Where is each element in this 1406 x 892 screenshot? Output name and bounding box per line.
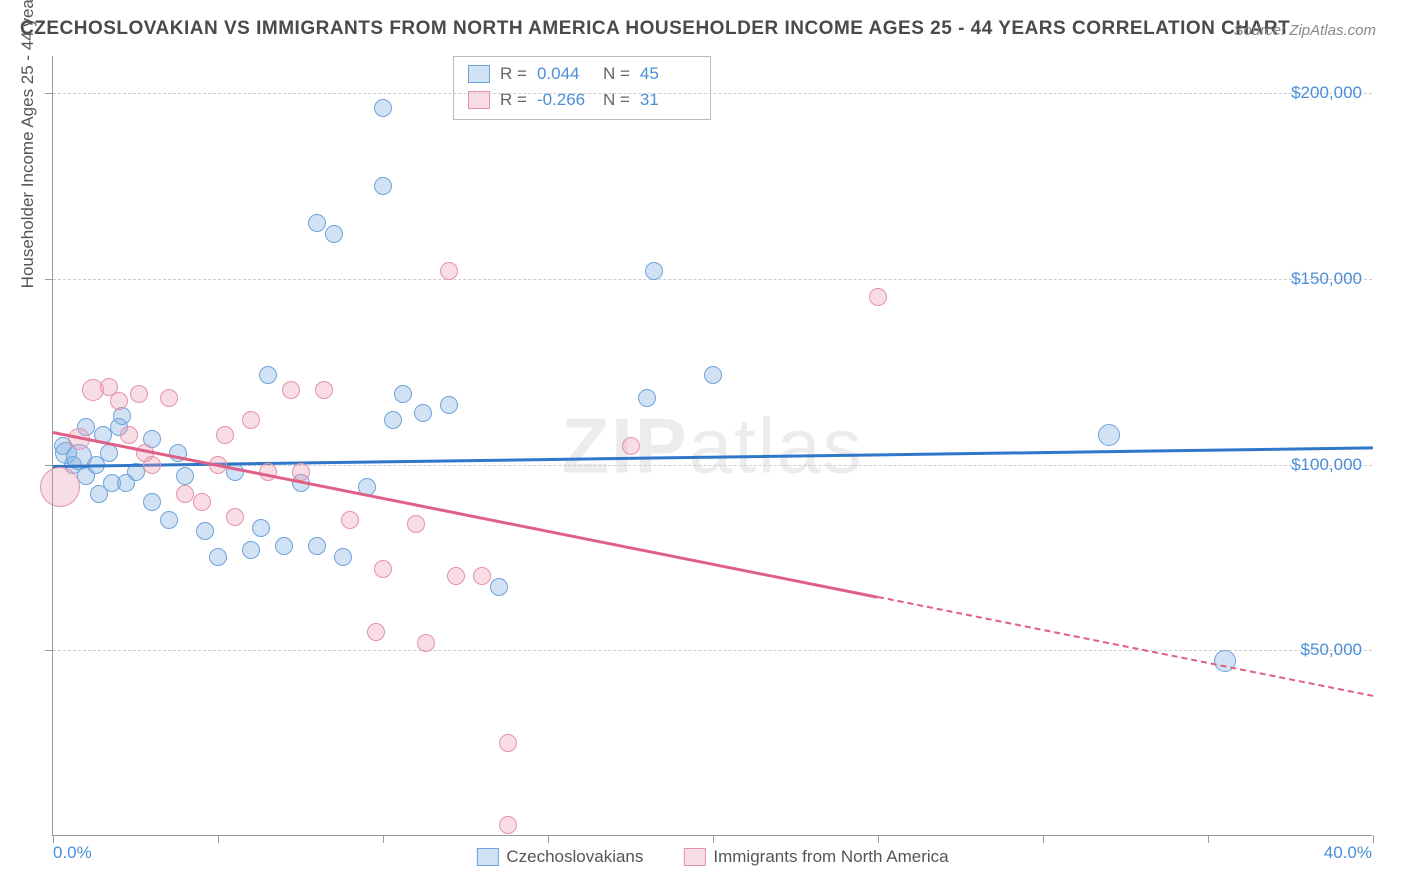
stats-n-value: 45 [640,61,696,87]
stats-n-label: N = [603,61,630,87]
plot-area: ZIPatlas R = 0.044 N = 45R = -0.266 N = 31 0.0… [52,56,1372,836]
data-point [282,381,300,399]
data-point [1098,424,1120,446]
data-point [325,225,343,243]
gridline-h [53,93,1372,94]
data-point [869,288,887,306]
watermark: ZIPatlas [561,400,863,491]
series-legend-item: Czechoslovakians [476,847,643,867]
data-point [374,560,392,578]
trend-line-extrapolated [878,596,1373,697]
data-point [242,541,260,559]
stats-row: R = -0.266 N = 31 [468,87,696,113]
data-point [645,262,663,280]
stats-row: R = 0.044 N = 45 [468,61,696,87]
stats-n-value: 31 [640,87,696,113]
series-legend: Czechoslovakians Immigrants from North Am… [476,847,948,867]
tick-x [1043,835,1044,843]
data-point [394,385,412,403]
stats-r-value: -0.266 [537,87,593,113]
legend-swatch [683,848,705,866]
legend-swatch [476,848,498,866]
data-point [638,389,656,407]
data-point [130,385,148,403]
watermark-light: atlas [689,401,864,489]
tick-x [878,835,879,843]
data-point [120,426,138,444]
y-axis-title: Householder Income Ages 25 - 44 years [18,0,38,288]
data-point [384,411,402,429]
tick-x [1208,835,1209,843]
source-attribution: Source: ZipAtlas.com [1233,22,1376,39]
data-point [196,522,214,540]
data-point [100,444,118,462]
data-point [440,262,458,280]
data-point [40,467,80,507]
y-tick-label: $200,000 [1291,83,1362,103]
tick-x [1373,835,1374,843]
data-point [143,456,161,474]
data-point [308,214,326,232]
y-tick-label: $100,000 [1291,455,1362,475]
x-axis-max-label: 40.0% [1324,843,1372,863]
data-point [176,485,194,503]
legend-swatch [468,65,490,83]
data-point [374,99,392,117]
data-point [259,366,277,384]
data-point [209,548,227,566]
data-point [499,734,517,752]
y-tick-label: $50,000 [1301,640,1362,660]
data-point [226,508,244,526]
data-point [447,567,465,585]
stats-r-label: R = [500,87,527,113]
data-point [143,493,161,511]
data-point [334,548,352,566]
gridline-h [53,650,1372,651]
stats-legend: R = 0.044 N = 45 R = -0.266 N = 31 [453,56,711,120]
data-point [176,467,194,485]
data-point [417,634,435,652]
data-point [367,623,385,641]
data-point [160,389,178,407]
data-point [490,578,508,596]
tick-x [713,835,714,843]
tick-y [45,279,53,280]
stats-r-value: 0.044 [537,61,593,87]
gridline-h [53,279,1372,280]
data-point [160,511,178,529]
tick-y [45,93,53,94]
stats-r-label: R = [500,61,527,87]
tick-x [53,835,54,843]
data-point [622,437,640,455]
data-point [499,816,517,834]
data-point [252,519,270,537]
data-point [193,493,211,511]
data-point [275,537,293,555]
series-name: Immigrants from North America [713,847,948,867]
x-axis-min-label: 0.0% [53,843,92,863]
data-point [1214,650,1236,672]
data-point [704,366,722,384]
data-point [407,515,425,533]
tick-x [548,835,549,843]
series-legend-item: Immigrants from North America [683,847,948,867]
tick-y [45,465,53,466]
data-point [216,426,234,444]
y-tick-label: $150,000 [1291,269,1362,289]
tick-x [218,835,219,843]
series-name: Czechoslovakians [506,847,643,867]
data-point [440,396,458,414]
tick-x [383,835,384,843]
data-point [414,404,432,422]
data-point [341,511,359,529]
stats-n-label: N = [603,87,630,113]
tick-y [45,650,53,651]
data-point [110,392,128,410]
chart-title: CZECHOSLOVAKIAN VS IMMIGRANTS FROM NORTH… [20,18,1290,40]
data-point [315,381,333,399]
data-point [242,411,260,429]
data-point [308,537,326,555]
data-point [374,177,392,195]
data-point [473,567,491,585]
